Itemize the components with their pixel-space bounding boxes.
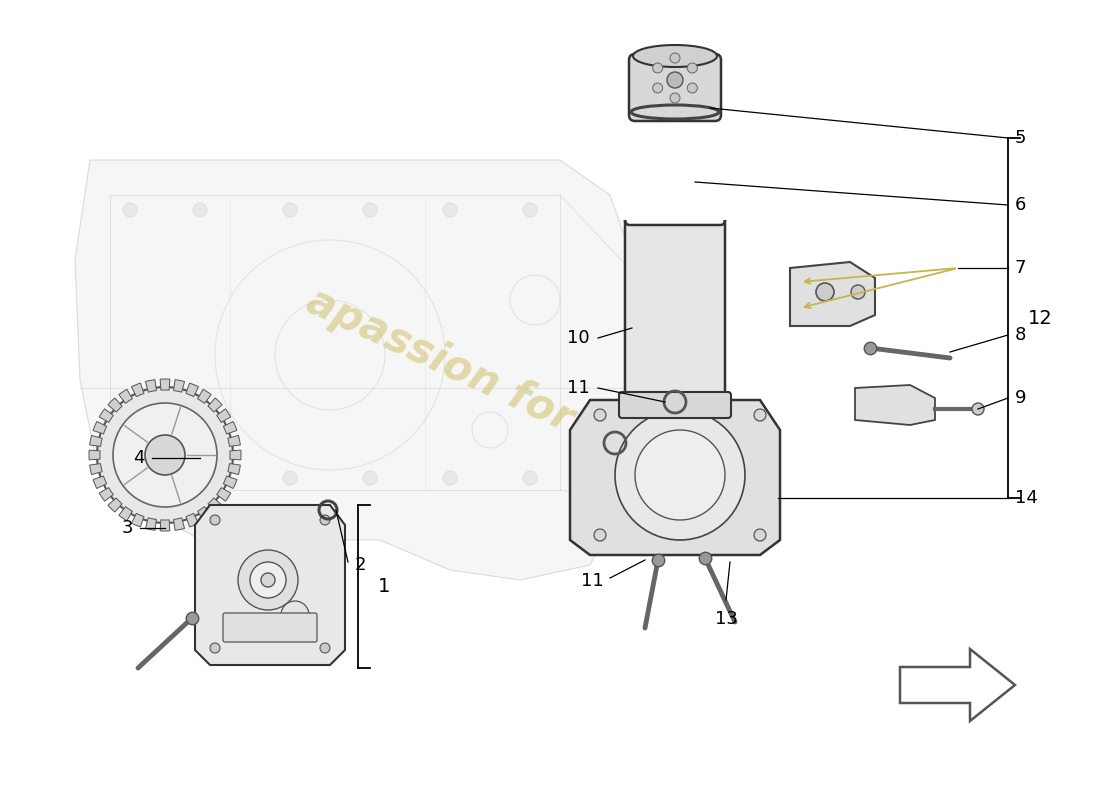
Wedge shape — [94, 476, 107, 489]
Text: 14: 14 — [1015, 489, 1038, 507]
Circle shape — [652, 63, 662, 73]
Text: 11: 11 — [568, 379, 590, 397]
Circle shape — [522, 203, 537, 217]
Circle shape — [145, 435, 185, 475]
Circle shape — [754, 529, 766, 541]
Wedge shape — [161, 379, 169, 390]
Polygon shape — [195, 505, 345, 665]
Polygon shape — [790, 262, 874, 326]
Text: 10: 10 — [568, 329, 590, 347]
Circle shape — [594, 409, 606, 421]
Wedge shape — [230, 450, 241, 460]
Circle shape — [615, 410, 745, 540]
Circle shape — [280, 601, 309, 629]
Wedge shape — [186, 514, 198, 527]
Circle shape — [113, 403, 217, 507]
Wedge shape — [174, 518, 185, 530]
Polygon shape — [900, 649, 1015, 721]
Wedge shape — [223, 476, 236, 489]
Circle shape — [123, 471, 138, 485]
Circle shape — [443, 203, 456, 217]
Wedge shape — [208, 498, 222, 512]
FancyBboxPatch shape — [625, 220, 725, 400]
FancyBboxPatch shape — [223, 613, 317, 642]
Wedge shape — [90, 463, 102, 474]
Polygon shape — [570, 400, 780, 555]
Circle shape — [851, 285, 865, 299]
Circle shape — [210, 515, 220, 525]
Text: 7: 7 — [1015, 259, 1026, 277]
Circle shape — [320, 515, 330, 525]
Wedge shape — [208, 398, 222, 412]
Circle shape — [754, 409, 766, 421]
Text: 1: 1 — [378, 577, 390, 596]
Text: 8: 8 — [1015, 326, 1026, 344]
Wedge shape — [108, 398, 122, 412]
Circle shape — [261, 573, 275, 587]
Wedge shape — [119, 506, 132, 521]
Wedge shape — [145, 380, 156, 392]
Text: 11: 11 — [581, 572, 604, 590]
Circle shape — [688, 63, 697, 73]
Wedge shape — [186, 383, 198, 397]
Ellipse shape — [632, 45, 717, 67]
Wedge shape — [174, 380, 185, 392]
Circle shape — [320, 643, 330, 653]
Text: 5: 5 — [1015, 129, 1026, 147]
Wedge shape — [161, 520, 169, 531]
Wedge shape — [108, 498, 122, 512]
Wedge shape — [217, 487, 231, 501]
Wedge shape — [228, 463, 240, 474]
Wedge shape — [94, 422, 107, 434]
Circle shape — [594, 529, 606, 541]
Text: 2: 2 — [355, 556, 366, 574]
Text: apassion for parts: apassion for parts — [300, 280, 705, 499]
Wedge shape — [145, 518, 156, 530]
Text: 13: 13 — [715, 610, 737, 628]
Wedge shape — [198, 506, 211, 521]
Circle shape — [363, 471, 377, 485]
FancyBboxPatch shape — [619, 392, 732, 418]
FancyBboxPatch shape — [629, 54, 720, 121]
Wedge shape — [228, 435, 240, 446]
Circle shape — [972, 403, 984, 415]
Text: 12: 12 — [1028, 309, 1053, 327]
Circle shape — [688, 83, 697, 93]
Circle shape — [192, 471, 207, 485]
Circle shape — [670, 53, 680, 63]
Circle shape — [670, 93, 680, 103]
Circle shape — [283, 471, 297, 485]
Text: 4: 4 — [133, 449, 145, 467]
Circle shape — [283, 203, 297, 217]
Circle shape — [522, 471, 537, 485]
Wedge shape — [90, 435, 102, 446]
Circle shape — [238, 550, 298, 610]
Wedge shape — [223, 422, 236, 434]
Circle shape — [667, 72, 683, 88]
Wedge shape — [217, 409, 231, 422]
Circle shape — [192, 203, 207, 217]
Text: 9: 9 — [1015, 389, 1026, 407]
Circle shape — [363, 203, 377, 217]
Circle shape — [97, 387, 233, 523]
Circle shape — [250, 562, 286, 598]
Text: 6: 6 — [1015, 196, 1026, 214]
Text: 3: 3 — [121, 519, 133, 537]
Wedge shape — [198, 390, 211, 403]
Wedge shape — [132, 514, 144, 527]
Circle shape — [635, 430, 725, 520]
Circle shape — [816, 283, 834, 301]
Wedge shape — [99, 487, 113, 501]
Circle shape — [123, 203, 138, 217]
Circle shape — [652, 83, 662, 93]
Wedge shape — [119, 390, 132, 403]
Circle shape — [443, 471, 456, 485]
Polygon shape — [75, 160, 640, 580]
Polygon shape — [855, 385, 935, 425]
Circle shape — [210, 643, 220, 653]
Wedge shape — [89, 450, 100, 460]
Wedge shape — [132, 383, 144, 397]
Wedge shape — [99, 409, 113, 422]
